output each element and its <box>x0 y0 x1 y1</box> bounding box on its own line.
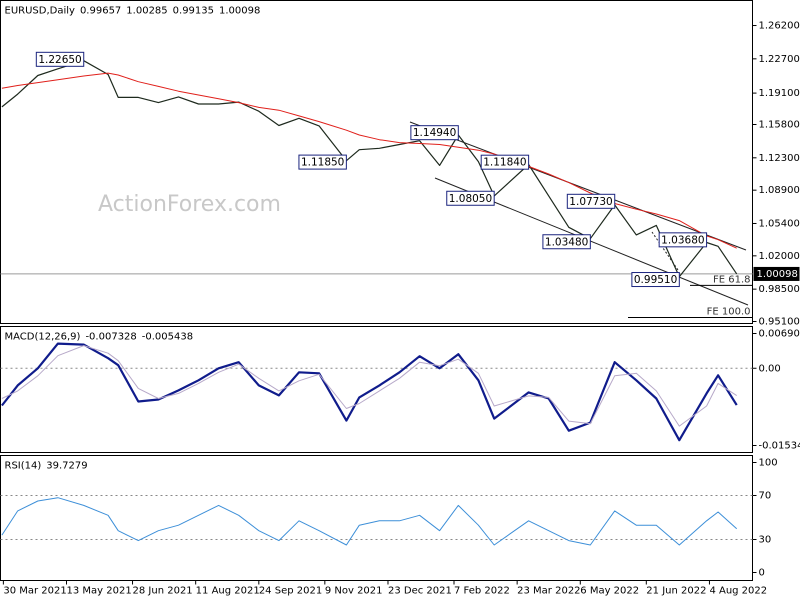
x-tick-label: 28 Jun 2021 <box>133 586 193 597</box>
indicator-value: -0.007328 <box>85 332 136 343</box>
panel-frame <box>0 0 753 324</box>
indicator-value: 39.7279 <box>46 461 87 472</box>
y-tick-label: 0.006906 <box>759 329 800 340</box>
swing-label-box <box>298 154 347 170</box>
swing-label-box <box>566 193 616 209</box>
ohlc-value: 1.00285 <box>126 6 167 17</box>
swing-label-box <box>35 51 85 67</box>
x-tick-label: 4 Aug 2022 <box>709 586 767 597</box>
swing-label-box <box>480 154 530 170</box>
swing-label: 1.11850 <box>298 154 347 170</box>
y-tick-label: 1.26200 <box>759 21 800 32</box>
swing-label: 1.22650 <box>35 51 85 67</box>
y-tick-label: 0.98500 <box>759 284 800 295</box>
panel-title: MACD(12,26,9) <box>5 332 81 343</box>
x-tick-label: 13 May 2021 <box>67 586 132 597</box>
swing-label: 1.03480 <box>542 234 591 250</box>
swing-label-box <box>446 190 495 206</box>
x-tick-label: 23 Dec 2021 <box>388 586 452 597</box>
indicator-value: -0.005438 <box>142 332 193 343</box>
x-tick-label: 23 Mar 2022 <box>517 586 580 597</box>
y-tick-label: 0.95100 <box>759 317 800 328</box>
swing-label-text: 1.07730 <box>569 196 612 208</box>
x-tick-label: 11 Aug 2021 <box>196 586 260 597</box>
current-price-box <box>753 266 800 281</box>
x-tick-label: 9 Nov 2021 <box>325 586 383 597</box>
swing-label: 1.07730 <box>566 193 616 209</box>
swing-label-box <box>631 272 680 288</box>
swing-label-text: 1.14940 <box>413 127 456 139</box>
y-tick-label: 1.08900 <box>759 185 800 196</box>
ohlc-value: 0.99135 <box>173 6 214 17</box>
swing-label-box <box>542 234 591 250</box>
swing-label: 1.08050 <box>446 190 495 206</box>
x-tick-label: 6 May 2022 <box>580 586 639 597</box>
y-tick-label: -0.015348 <box>759 440 800 451</box>
panel-frame <box>0 326 753 453</box>
swing-label: 1.11840 <box>480 154 530 170</box>
swing-label: 0.99510 <box>631 272 680 288</box>
panel-frame <box>0 455 753 581</box>
swing-label-box <box>658 232 708 248</box>
y-tick-label: 0.00 <box>759 363 781 374</box>
x-tick-label: 7 Feb 2022 <box>454 586 510 597</box>
swing-label-text: 1.11850 <box>301 157 344 169</box>
series-line <box>1 342 738 442</box>
swing-label-text: 0.99510 <box>634 274 677 286</box>
channel-upper <box>409 121 747 251</box>
fe-label: FE 100.0 <box>707 307 751 318</box>
ohlc-value: 1.00098 <box>219 6 260 17</box>
series-line <box>1 497 738 546</box>
swing-label-text: 1.08050 <box>449 193 492 205</box>
ohlc-value: 0.99657 <box>80 6 121 17</box>
y-tick-label: 1.05400 <box>759 218 800 229</box>
panel-title: EURUSD,Daily <box>5 6 76 17</box>
y-tick-label: 1.02000 <box>759 251 800 262</box>
panel-header: MACD(12,26,9) -0.007328 -0.005438 <box>5 332 194 343</box>
swing-label-text: 1.03680 <box>661 234 704 246</box>
y-tick-label: 30 <box>759 535 772 546</box>
watermark: ActionForex.com <box>98 192 281 217</box>
y-tick-label: 1.12300 <box>759 153 800 164</box>
y-tick-label: 70 <box>759 490 772 501</box>
fe-label: FE 61.8 <box>713 274 751 285</box>
swing-label: 1.03680 <box>658 232 708 248</box>
current-price-label: 1.00098 <box>757 269 798 280</box>
y-tick-label: 0 <box>759 568 765 579</box>
x-tick-label: 24 Sep 2021 <box>259 586 322 597</box>
panel-header: RSI(14) 39.7279 <box>5 461 88 472</box>
y-tick-label: 1.19100 <box>759 88 800 99</box>
swing-label: 1.14940 <box>410 125 459 141</box>
panel-header: EURUSD,Daily 0.99657 1.00285 0.99135 1.00098 <box>5 6 261 17</box>
y-tick-label: 100 <box>759 457 778 468</box>
x-tick-label: 21 Jun 2022 <box>646 586 706 597</box>
x-tick-label: 30 Mar 2021 <box>3 586 66 597</box>
swing-label-text: 1.11840 <box>483 157 526 169</box>
swing-label-text: 1.22650 <box>38 54 81 66</box>
swing-label-text: 1.03480 <box>545 236 588 248</box>
swing-label-box <box>410 125 459 141</box>
y-tick-label: 1.22700 <box>759 54 800 65</box>
series-line <box>1 345 737 427</box>
panel-title: RSI(14) <box>5 461 42 472</box>
y-tick-label: 1.15800 <box>759 120 800 131</box>
